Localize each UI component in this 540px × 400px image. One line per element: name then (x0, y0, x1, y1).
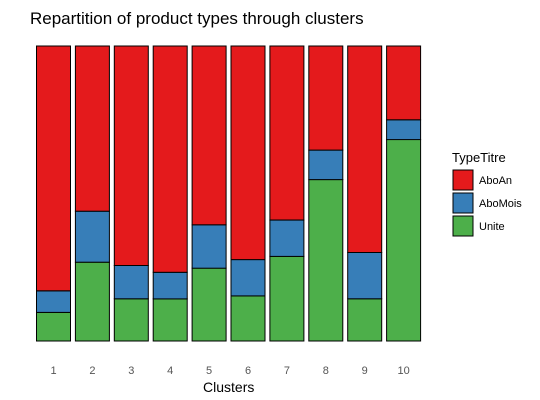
legend-label-aboan: AboAn (479, 175, 512, 187)
bar-segment-unite-cluster-1 (36, 311, 71, 342)
bar-segment-abomois-cluster-9 (347, 252, 383, 300)
legend-key-abomois (452, 192, 474, 214)
bar-segment-aboan-cluster-5 (191, 45, 227, 226)
bars-layer (36, 45, 422, 342)
bar-segment-aboan-cluster-9 (347, 45, 383, 253)
bar-segment-aboan-cluster-2 (74, 45, 110, 212)
x-tick-label: 6 (245, 365, 251, 377)
bar-segment-abomois-cluster-10 (386, 119, 422, 141)
bar-segment-unite-cluster-7 (269, 255, 305, 342)
bar-segment-abomois-cluster-3 (113, 265, 149, 300)
bar-segment-aboan-cluster-8 (308, 45, 344, 151)
bar-segment-aboan-cluster-4 (152, 45, 188, 273)
bar-segment-abomois-cluster-4 (152, 271, 188, 300)
x-axis-label: Clusters (203, 379, 254, 395)
bar-segment-aboan-cluster-3 (113, 45, 149, 266)
bar-segment-aboan-cluster-10 (386, 45, 422, 121)
bar-segment-aboan-cluster-7 (269, 45, 305, 221)
bar-segment-aboan-cluster-6 (230, 45, 266, 261)
legend: TypeTitre AboAn AboMois Unite (452, 150, 522, 237)
bar-segment-abomois-cluster-5 (191, 224, 227, 269)
x-tick-label: 7 (284, 365, 290, 377)
x-tick-label: 9 (362, 365, 368, 377)
x-tick-label: 2 (89, 365, 95, 377)
x-tick-label: 10 (397, 365, 409, 377)
bar-segment-unite-cluster-5 (191, 267, 227, 342)
legend-label-unite: Unite (479, 221, 505, 233)
bar-segment-abomois-cluster-8 (308, 149, 344, 181)
bar-segment-unite-cluster-4 (152, 298, 188, 342)
legend-title: TypeTitre (452, 150, 506, 165)
bar-segment-unite-cluster-2 (74, 261, 110, 342)
bar-segment-abomois-cluster-7 (269, 219, 305, 257)
x-tick-label: 8 (323, 365, 329, 377)
legend-key-unite (452, 215, 474, 237)
bar-segment-aboan-cluster-1 (36, 45, 71, 292)
bar-segment-abomois-cluster-1 (36, 290, 71, 313)
bar-segment-unite-cluster-8 (308, 179, 344, 342)
bar-segment-unite-cluster-10 (386, 139, 422, 342)
x-tick-label: 3 (128, 365, 134, 377)
bar-segment-unite-cluster-3 (113, 298, 149, 342)
x-tick-label: 1 (50, 365, 56, 377)
legend-key-aboan (452, 169, 474, 191)
legend-label-abomois: AboMois (479, 198, 522, 210)
x-tick-labels: 1 2 3 4 5 6 7 8 9 10 (50, 365, 409, 377)
x-tick-label: 4 (167, 365, 173, 377)
x-tick-label: 5 (206, 365, 212, 377)
chart-title: Repartition of product types through clu… (30, 9, 364, 28)
bar-segment-abomois-cluster-2 (74, 210, 110, 263)
bar-segment-unite-cluster-6 (230, 295, 266, 342)
bar-segment-abomois-cluster-6 (230, 259, 266, 297)
bar-segment-unite-cluster-9 (347, 298, 383, 342)
